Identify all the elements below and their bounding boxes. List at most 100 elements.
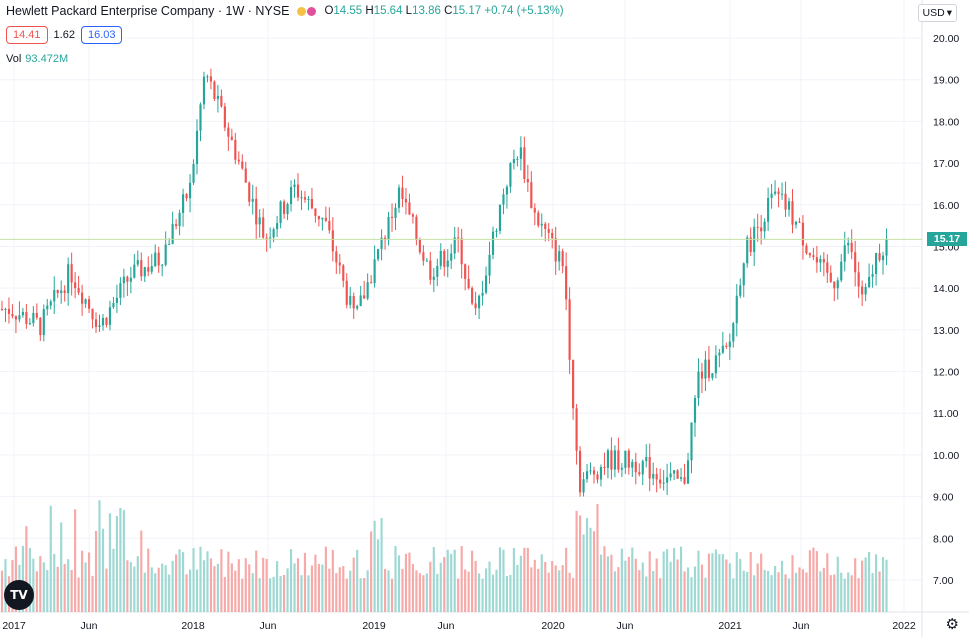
candle-body bbox=[154, 252, 157, 267]
candle-body bbox=[321, 217, 324, 220]
volume-bar bbox=[582, 534, 585, 612]
symbol-title[interactable]: Hewlett Packard Enterprise Company · 1W … bbox=[6, 4, 290, 18]
volume-bar bbox=[446, 549, 449, 612]
volume-bar bbox=[634, 558, 637, 612]
volume-bar bbox=[164, 565, 167, 612]
volume-bar bbox=[794, 572, 798, 612]
high-price-pill[interactable]: 16.03 bbox=[80, 26, 123, 44]
candle-body bbox=[488, 254, 491, 276]
candle-body bbox=[112, 303, 115, 308]
candle-body bbox=[279, 201, 282, 224]
candle-body bbox=[119, 283, 122, 298]
volume-bar bbox=[241, 578, 244, 612]
gear-icon[interactable]: ⚙ bbox=[945, 615, 959, 633]
candle-body bbox=[220, 95, 223, 107]
volume-bar bbox=[603, 546, 606, 612]
x-tick-label: 2017 bbox=[2, 620, 26, 632]
volume-bar bbox=[300, 575, 303, 612]
volume-bar bbox=[516, 564, 519, 612]
volume-bar bbox=[289, 549, 293, 612]
candle-body bbox=[679, 477, 683, 479]
volume-bar bbox=[645, 576, 648, 612]
volume-bar bbox=[307, 575, 310, 612]
volume-bar bbox=[178, 549, 181, 612]
candle-body bbox=[826, 262, 829, 273]
volume-bar bbox=[335, 573, 338, 612]
volume-bar bbox=[49, 505, 52, 612]
x-tick-label: 2020 bbox=[541, 620, 565, 632]
candle-body bbox=[627, 450, 630, 468]
volume-bar bbox=[276, 561, 279, 612]
volume-bar bbox=[94, 530, 98, 612]
volume-bar bbox=[199, 546, 202, 612]
candle-body bbox=[596, 474, 599, 480]
volume-bar bbox=[227, 551, 230, 612]
volume-bar bbox=[540, 554, 543, 612]
candle-body bbox=[258, 217, 261, 225]
volume-bar bbox=[35, 571, 38, 612]
tradingview-logo-icon[interactable]: TV bbox=[4, 580, 34, 610]
candle-body bbox=[182, 194, 185, 213]
low-price-pill[interactable]: 14.41 bbox=[6, 26, 48, 44]
candle-body bbox=[411, 214, 414, 217]
volume-bar bbox=[585, 517, 589, 612]
candle-body bbox=[188, 182, 192, 199]
volume-bar bbox=[502, 549, 505, 612]
candle-body bbox=[561, 251, 564, 267]
candle-body bbox=[693, 398, 697, 423]
candle-body bbox=[638, 472, 641, 475]
candle-body bbox=[81, 292, 84, 304]
volume-bar bbox=[505, 575, 509, 612]
volume-bar bbox=[352, 557, 355, 612]
volume-bar bbox=[415, 570, 418, 612]
candle-body bbox=[704, 359, 707, 379]
candle-body bbox=[0, 309, 4, 310]
volume-bar bbox=[154, 573, 157, 612]
candle-body bbox=[408, 202, 411, 215]
candle-body bbox=[857, 272, 860, 287]
candle-body bbox=[707, 359, 710, 378]
candle-body bbox=[328, 220, 331, 231]
candle-body bbox=[669, 473, 672, 478]
volume-bar bbox=[230, 563, 233, 612]
candle-body bbox=[686, 460, 690, 484]
candle-body bbox=[209, 76, 213, 82]
volume-bar bbox=[530, 567, 533, 612]
candle-body bbox=[276, 223, 279, 230]
volume-bar bbox=[526, 547, 529, 612]
volume-bar bbox=[171, 560, 174, 612]
volume-bar bbox=[401, 568, 404, 612]
volume-bar bbox=[756, 563, 759, 612]
candle-body bbox=[4, 308, 7, 310]
volume-bar bbox=[157, 567, 160, 612]
candle-body bbox=[39, 317, 42, 336]
volume-bar bbox=[411, 564, 414, 612]
candle-body bbox=[289, 186, 293, 205]
candle-body bbox=[195, 130, 199, 165]
candle-body bbox=[49, 301, 52, 306]
volume-bar bbox=[826, 553, 829, 612]
candle-body bbox=[60, 290, 63, 294]
volume-bar bbox=[617, 567, 620, 612]
volume-bar bbox=[711, 553, 714, 612]
candle-body bbox=[690, 422, 693, 461]
candle-body bbox=[91, 308, 94, 320]
candle-body bbox=[645, 457, 648, 462]
volume-bar bbox=[847, 572, 850, 612]
volume-bar bbox=[488, 561, 491, 612]
volume-bar bbox=[74, 509, 77, 612]
volume-bar bbox=[108, 513, 112, 612]
volume-legend: Vol 93.472M bbox=[6, 53, 68, 65]
currency-selector[interactable]: USD ▾ bbox=[917, 4, 957, 22]
volume-bar bbox=[631, 547, 634, 612]
candle-body bbox=[585, 471, 589, 480]
volume-bar bbox=[484, 568, 488, 612]
volume-bar bbox=[425, 573, 428, 612]
candle-body bbox=[446, 260, 449, 267]
ohlc-values: O14.55 H15.64 L13.86 C15.17 +0.74 (+5.13… bbox=[324, 5, 564, 17]
candle-body bbox=[286, 204, 289, 215]
candle-body bbox=[540, 223, 543, 226]
volume-bar bbox=[310, 565, 314, 612]
